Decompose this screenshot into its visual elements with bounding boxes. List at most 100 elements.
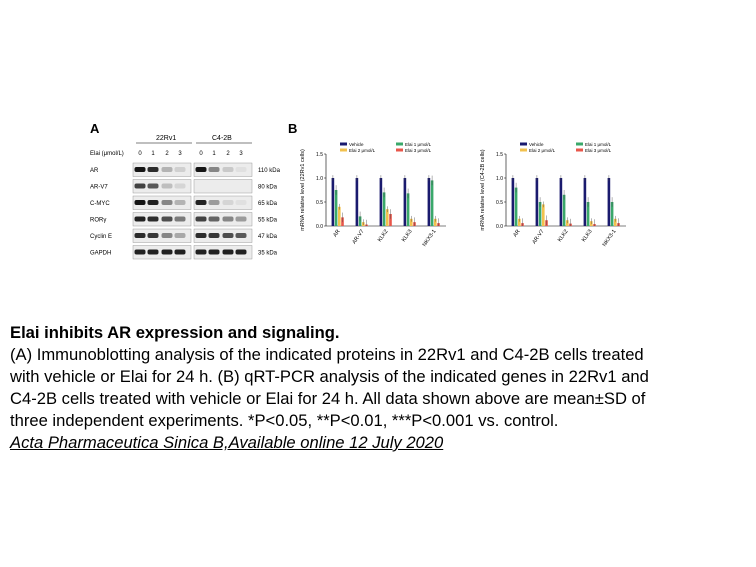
dose-label-22rv1: 1 bbox=[151, 151, 155, 157]
blot-band bbox=[161, 167, 173, 172]
x-tick-label: AR-V7 bbox=[351, 229, 365, 246]
bar bbox=[410, 218, 413, 226]
blot-band bbox=[161, 216, 173, 222]
caption-line: (A) Immunoblotting analysis of the indic… bbox=[10, 345, 644, 364]
blot-band bbox=[235, 167, 247, 172]
legend-label: Elai 1 μmol/L bbox=[585, 142, 612, 147]
blot-band bbox=[161, 183, 173, 189]
protein-size: 80 kDa bbox=[258, 185, 278, 191]
blot-band bbox=[147, 167, 159, 172]
protein-label: Cyclin E bbox=[90, 234, 112, 240]
dose-labels: 0 0 1 1 2 2 3 3 bbox=[138, 151, 243, 157]
bar bbox=[334, 190, 338, 226]
y-tick-label: 1.5 bbox=[316, 152, 323, 158]
blot-band bbox=[195, 233, 207, 238]
legend-swatch bbox=[340, 148, 347, 152]
bar bbox=[355, 178, 359, 226]
y-tick-label: 1.0 bbox=[496, 176, 503, 182]
blot-labels: AR 110 kDa AR-V7 80 kDa C-MYC 65 kDa RORγ 55 kD… bbox=[90, 168, 281, 257]
blot-band bbox=[235, 200, 247, 205]
legend-swatch bbox=[576, 142, 583, 146]
legend-swatch bbox=[340, 142, 347, 146]
blot-band bbox=[134, 249, 146, 255]
blot-band bbox=[222, 200, 234, 205]
blot-band bbox=[195, 249, 207, 255]
protein-size: 55 kDa bbox=[258, 218, 278, 224]
blot-band bbox=[174, 183, 186, 189]
panel-b-label: B bbox=[288, 121, 297, 136]
blot-band bbox=[147, 249, 159, 255]
blot-band bbox=[208, 233, 220, 238]
protein-size: 110 kDa bbox=[258, 168, 281, 174]
x-tick-label: NKX3-1 bbox=[602, 229, 618, 248]
chart-c42b: mRNA relative level (C4-2B cells) 0.0 0.5 1… bbox=[480, 142, 626, 248]
blot-band bbox=[222, 167, 234, 172]
bar bbox=[583, 178, 587, 226]
blot-band bbox=[134, 200, 146, 205]
dose-label-c42b: 2 bbox=[226, 151, 230, 157]
dose-header: Elai (μmol/L) bbox=[90, 151, 124, 157]
legend-swatch bbox=[396, 142, 403, 146]
blot-band bbox=[235, 233, 247, 238]
blot-band bbox=[222, 233, 234, 238]
bar bbox=[382, 192, 386, 226]
bar bbox=[331, 178, 335, 226]
legend-swatch bbox=[520, 142, 527, 146]
bar bbox=[542, 204, 545, 226]
bar bbox=[427, 178, 431, 226]
blot-band bbox=[134, 167, 146, 172]
blot-band bbox=[174, 216, 186, 222]
y-tick-label: 1.5 bbox=[496, 152, 503, 158]
legend-label: Vehicle bbox=[349, 142, 364, 147]
protein-size: 65 kDa bbox=[258, 201, 278, 207]
protein-label: AR bbox=[90, 168, 99, 174]
blot-band bbox=[222, 249, 234, 255]
bar bbox=[559, 178, 563, 226]
y-tick-label: 0.5 bbox=[316, 200, 323, 206]
bar bbox=[338, 206, 341, 226]
blot-strip bbox=[193, 179, 253, 194]
panel-a-label: A bbox=[90, 121, 100, 136]
legend-label: Elai 2 μmol/L bbox=[349, 148, 376, 153]
blot-band bbox=[208, 167, 220, 172]
blot-band bbox=[161, 200, 173, 205]
legend-label: Elai 3 μmol/L bbox=[405, 148, 432, 153]
legend-label: Elai 1 μmol/L bbox=[405, 142, 432, 147]
protein-label: RORγ bbox=[90, 218, 106, 224]
bar bbox=[389, 214, 392, 226]
dose-label-22rv1: 2 bbox=[165, 151, 169, 157]
bar bbox=[586, 202, 590, 226]
cell-line-22rv1: 22Rv1 bbox=[156, 135, 176, 142]
blot-band bbox=[134, 216, 146, 222]
blot-band bbox=[134, 233, 146, 238]
caption-line: three independent experiments. *P<0.05, … bbox=[10, 411, 559, 430]
x-tick-label: KLK2 bbox=[557, 229, 570, 243]
blot-band bbox=[174, 233, 186, 238]
dose-label-22rv1: 0 bbox=[138, 151, 142, 157]
bar bbox=[403, 178, 407, 226]
blot-band bbox=[147, 200, 159, 205]
bar bbox=[538, 202, 542, 226]
x-tick-label: KLK3 bbox=[581, 229, 594, 243]
bar bbox=[386, 209, 389, 226]
x-tick-label: AR bbox=[512, 229, 521, 239]
protein-size: 35 kDa bbox=[258, 251, 278, 257]
x-tick-label: AR-V7 bbox=[531, 229, 545, 246]
blot-band bbox=[174, 200, 186, 205]
blot-band bbox=[161, 233, 173, 238]
bar bbox=[607, 178, 611, 226]
cell-line-c42b: C4-2B bbox=[212, 135, 232, 142]
blot-band bbox=[174, 167, 186, 172]
y-axis-label: mRNA relative level (C4-2B cells) bbox=[480, 149, 486, 230]
protein-label: AR-V7 bbox=[90, 185, 108, 191]
dose-label-c42b: 1 bbox=[212, 151, 216, 157]
bar bbox=[511, 178, 515, 226]
dose-label-22rv1: 3 bbox=[178, 151, 182, 157]
dose-label-c42b: 0 bbox=[199, 151, 203, 157]
y-tick-label: 0.0 bbox=[496, 224, 503, 230]
y-axis-label: mRNA relative level (22Rv1 cells) bbox=[300, 149, 306, 231]
legend-label: Vehicle bbox=[529, 142, 544, 147]
protein-label: C-MYC bbox=[90, 201, 110, 207]
blot-strips bbox=[132, 162, 253, 260]
bar bbox=[434, 218, 437, 226]
